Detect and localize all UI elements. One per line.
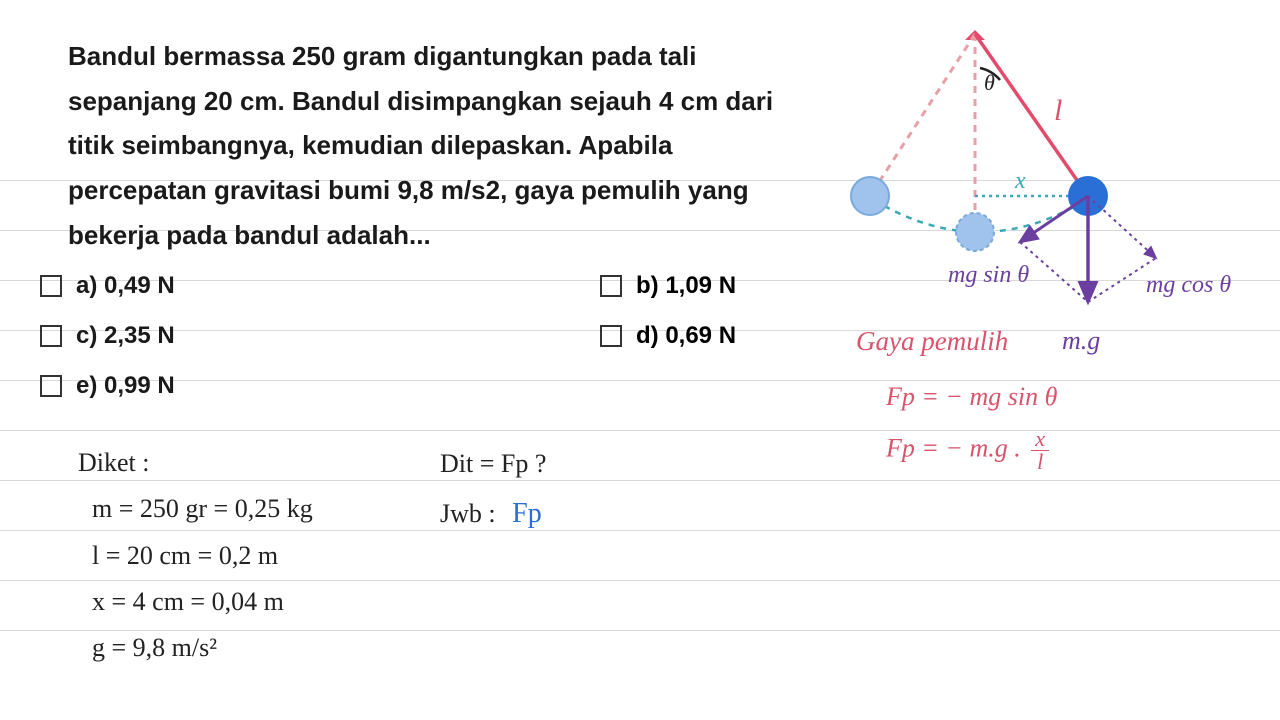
option-e[interactable]: e) 0,99 N	[40, 372, 175, 400]
diket-line-g: g = 9,8 m/s²	[92, 625, 313, 671]
option-d-label: d) 0,69 N	[636, 322, 736, 350]
equation-1: Fp = − mg sin θ	[886, 382, 1057, 412]
equation-2: Fp = − m.g . x l	[886, 428, 1049, 473]
diket-line-x: x = 4 cm = 0,04 m	[92, 579, 313, 625]
option-d[interactable]: d) 0,69 N	[600, 322, 736, 350]
dit-title: Dit = Fp ?	[440, 440, 546, 488]
pendulum-diagram: θ l x	[840, 24, 1260, 334]
eq2-numerator: x	[1031, 428, 1049, 451]
jwb-label: Jwb :	[440, 499, 496, 528]
checkbox-icon	[600, 275, 622, 297]
options-col-2: b) 1,09 N d) 0,69 N	[600, 272, 736, 372]
checkbox-icon	[40, 375, 62, 397]
option-b[interactable]: b) 1,09 N	[600, 272, 736, 300]
option-b-label: b) 1,09 N	[636, 272, 736, 300]
theta-label: θ	[984, 70, 995, 95]
ell-label: l	[1054, 94, 1062, 127]
eq2-fraction: x l	[1031, 428, 1049, 473]
jwb-value: Fp	[512, 498, 542, 529]
eq2-left: Fp = − m.g .	[886, 433, 1021, 462]
checkbox-icon	[40, 325, 62, 347]
options-col-1: a) 0,49 N c) 2,35 N e) 0,99 N	[40, 272, 175, 422]
option-a[interactable]: a) 0,49 N	[40, 272, 175, 300]
diket-line-m: m = 250 gr = 0,25 kg	[92, 486, 313, 532]
jwb-line: Jwb : Fp	[440, 488, 546, 540]
diket-title: Diket :	[78, 440, 313, 486]
x-label: x	[1014, 168, 1026, 194]
option-c-label: c) 2,35 N	[76, 322, 175, 350]
mgsin-label: mg sin θ	[948, 262, 1029, 288]
checkbox-icon	[600, 325, 622, 347]
diket-block: Diket : m = 250 gr = 0,25 kg l = 20 cm =…	[78, 440, 313, 671]
checkbox-icon	[40, 275, 62, 297]
dit-block: Dit = Fp ? Jwb : Fp	[440, 440, 546, 540]
mgcos-label: mg cos θ	[1146, 272, 1231, 298]
option-e-label: e) 0,99 N	[76, 372, 175, 400]
option-a-label: a) 0,49 N	[76, 272, 175, 300]
option-c[interactable]: c) 2,35 N	[40, 322, 175, 350]
question-text: Bandul bermassa 250 gram digantungkan pa…	[68, 34, 808, 258]
eq2-denominator: l	[1031, 451, 1049, 473]
diket-line-l: l = 20 cm = 0,2 m	[92, 533, 313, 579]
